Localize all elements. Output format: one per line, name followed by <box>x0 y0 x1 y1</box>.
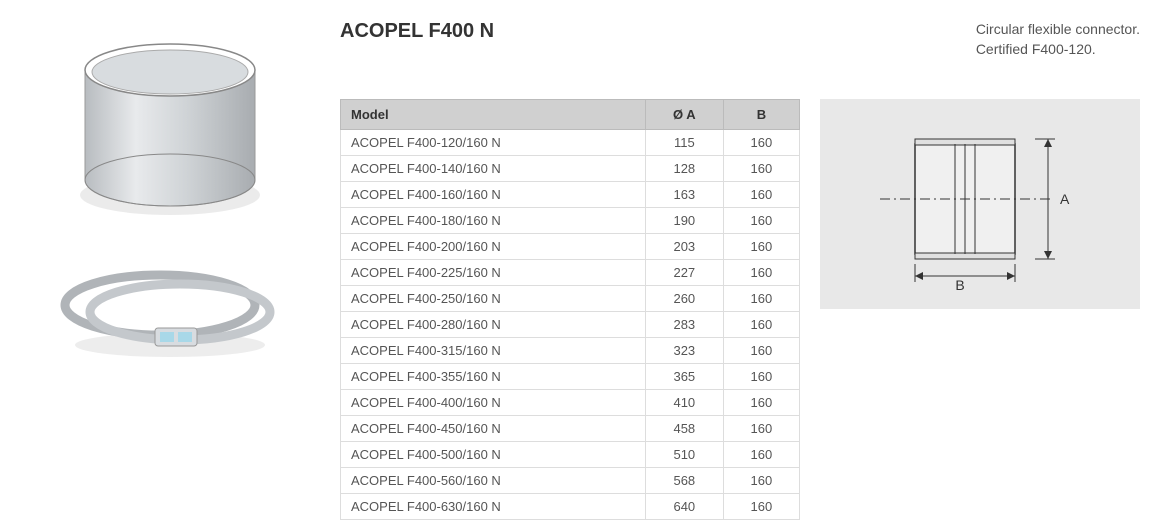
connector-image <box>65 30 275 220</box>
table-row: ACOPEL F400-140/160 N128160 <box>341 156 800 182</box>
cell-model: ACOPEL F400-200/160 N <box>341 234 646 260</box>
cell-b: 160 <box>723 390 799 416</box>
cell-b: 160 <box>723 468 799 494</box>
cell-b: 160 <box>723 260 799 286</box>
table-row: ACOPEL F400-200/160 N203160 <box>341 234 800 260</box>
cell-b: 160 <box>723 364 799 390</box>
cell-model: ACOPEL F400-355/160 N <box>341 364 646 390</box>
cell-b: 160 <box>723 182 799 208</box>
cell-a: 190 <box>645 208 723 234</box>
cell-a: 568 <box>645 468 723 494</box>
product-title: ACOPEL F400 N <box>340 20 494 43</box>
cell-model: ACOPEL F400-250/160 N <box>341 286 646 312</box>
cell-model: ACOPEL F400-180/160 N <box>341 208 646 234</box>
table-row: ACOPEL F400-450/160 N458160 <box>341 416 800 442</box>
dim-label-a: A <box>1060 191 1070 207</box>
cell-a: 323 <box>645 338 723 364</box>
table-row: ACOPEL F400-280/160 N283160 <box>341 312 800 338</box>
desc-line-2: Certified F400-120. <box>976 40 1140 60</box>
cell-model: ACOPEL F400-400/160 N <box>341 390 646 416</box>
cell-a: 128 <box>645 156 723 182</box>
table-row: ACOPEL F400-160/160 N163160 <box>341 182 800 208</box>
col-b: B <box>723 100 799 130</box>
dim-label-b: B <box>955 277 964 293</box>
table-row: ACOPEL F400-560/160 N568160 <box>341 468 800 494</box>
cell-model: ACOPEL F400-630/160 N <box>341 494 646 520</box>
cell-a: 640 <box>645 494 723 520</box>
cell-model: ACOPEL F400-500/160 N <box>341 442 646 468</box>
cell-b: 160 <box>723 208 799 234</box>
col-model: Model <box>341 100 646 130</box>
cell-b: 160 <box>723 338 799 364</box>
table-row: ACOPEL F400-250/160 N260160 <box>341 286 800 312</box>
cell-model: ACOPEL F400-450/160 N <box>341 416 646 442</box>
product-description: Circular flexible connector. Certified F… <box>976 20 1140 59</box>
cell-b: 160 <box>723 494 799 520</box>
cell-model: ACOPEL F400-225/160 N <box>341 260 646 286</box>
cell-model: ACOPEL F400-560/160 N <box>341 468 646 494</box>
cell-b: 160 <box>723 442 799 468</box>
cell-b: 160 <box>723 156 799 182</box>
cell-a: 283 <box>645 312 723 338</box>
table-header-row: Model Ø A B <box>341 100 800 130</box>
cell-a: 410 <box>645 390 723 416</box>
table-row: ACOPEL F400-120/160 N115160 <box>341 130 800 156</box>
cell-a: 203 <box>645 234 723 260</box>
cell-model: ACOPEL F400-315/160 N <box>341 338 646 364</box>
cell-a: 163 <box>645 182 723 208</box>
cell-a: 365 <box>645 364 723 390</box>
cell-b: 160 <box>723 312 799 338</box>
dimension-diagram: A B <box>820 99 1140 309</box>
cell-b: 160 <box>723 416 799 442</box>
cell-b: 160 <box>723 234 799 260</box>
table-row: ACOPEL F400-400/160 N410160 <box>341 390 800 416</box>
cell-a: 510 <box>645 442 723 468</box>
table-row: ACOPEL F400-180/160 N190160 <box>341 208 800 234</box>
spec-table: Model Ø A B ACOPEL F400-120/160 N115160A… <box>340 99 800 520</box>
clamps-image <box>60 250 280 360</box>
product-images <box>30 20 310 520</box>
cell-a: 115 <box>645 130 723 156</box>
cell-model: ACOPEL F400-280/160 N <box>341 312 646 338</box>
cell-b: 160 <box>723 286 799 312</box>
cell-a: 260 <box>645 286 723 312</box>
col-a: Ø A <box>645 100 723 130</box>
cell-b: 160 <box>723 130 799 156</box>
cell-model: ACOPEL F400-160/160 N <box>341 182 646 208</box>
table-row: ACOPEL F400-630/160 N640160 <box>341 494 800 520</box>
cell-model: ACOPEL F400-140/160 N <box>341 156 646 182</box>
cell-a: 227 <box>645 260 723 286</box>
table-row: ACOPEL F400-315/160 N323160 <box>341 338 800 364</box>
desc-line-1: Circular flexible connector. <box>976 20 1140 40</box>
table-row: ACOPEL F400-225/160 N227160 <box>341 260 800 286</box>
cell-model: ACOPEL F400-120/160 N <box>341 130 646 156</box>
table-row: ACOPEL F400-355/160 N365160 <box>341 364 800 390</box>
table-row: ACOPEL F400-500/160 N510160 <box>341 442 800 468</box>
cell-a: 458 <box>645 416 723 442</box>
